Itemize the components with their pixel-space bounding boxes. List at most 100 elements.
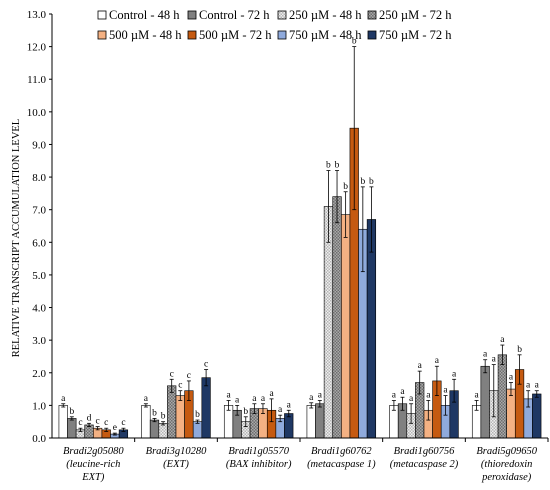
error-bar (178, 390, 183, 401)
error-bar (260, 403, 265, 414)
significance-label: a (483, 350, 488, 360)
bar-1-1 (58, 405, 68, 439)
y-axis: 0.0 1.0 2.0 3.0 4.0 5.0 6.0 7.0 8.0 9.0 10.0 11.0 12… (27, 9, 53, 445)
error-bar (317, 400, 322, 408)
error-bar (526, 390, 531, 408)
category-label: (BAX inhibitor) (226, 459, 292, 470)
error-bar (452, 378, 457, 403)
y-tick-label: 3.0 (32, 335, 46, 347)
significance-label: a (252, 394, 257, 404)
bar-1-2 (67, 418, 77, 439)
error-bar (500, 344, 505, 366)
error-bar (61, 403, 66, 408)
error-bar (226, 400, 231, 411)
error-bar (204, 369, 209, 387)
bar-4-2 (315, 403, 325, 439)
category-label: Bradi1g05570 (228, 446, 289, 457)
significance-label: a (235, 395, 240, 405)
bar-4-1 (306, 405, 316, 439)
legend-swatch-3 (277, 10, 287, 20)
error-bar (417, 370, 422, 395)
error-bar (391, 400, 396, 411)
significance-label: a (309, 393, 314, 403)
y-tick-label: 2.0 (32, 368, 46, 380)
significance-label: b (369, 177, 374, 187)
significance-label: c (96, 417, 100, 427)
error-bar (121, 427, 126, 432)
category-label: (thioredoxin (481, 459, 533, 470)
error-bar (195, 419, 200, 424)
significance-label: b (152, 408, 157, 418)
error-bar (87, 422, 92, 427)
significance-label: a (452, 369, 457, 379)
bar-4-5 (341, 214, 351, 439)
category-label: (metacaspase 2) (390, 459, 459, 470)
significance-label: c (121, 418, 125, 428)
error-bar (508, 382, 513, 397)
category-label: peroxidase) (481, 472, 532, 483)
significance-label: b (69, 407, 74, 417)
bar-2-8 (201, 377, 211, 439)
error-bar (400, 396, 405, 411)
bar-3-8 (284, 413, 294, 439)
error-bar (369, 186, 374, 253)
y-tick-label: 1.0 (32, 400, 46, 412)
error-bar (443, 395, 448, 416)
error-bar (186, 380, 191, 401)
significance-label: a (226, 390, 231, 400)
error-bar (104, 427, 109, 432)
bar-2-3 (158, 423, 168, 439)
legend-swatch-8 (367, 30, 377, 40)
legend-swatch-6 (187, 30, 197, 40)
error-bar (252, 403, 257, 414)
legend-label-3: 250 µM - 48 h (289, 8, 362, 22)
y-axis-title: RELATIVE TRANSCRIPT ACCUMULATION LEVEL (11, 119, 22, 358)
significance-label: a (409, 394, 414, 404)
significance-label: d (87, 413, 92, 423)
error-bar (352, 46, 357, 211)
bar-2-5 (175, 395, 185, 439)
error-bar (169, 378, 174, 393)
bar-6-5 (506, 388, 516, 439)
significance-label: a (500, 335, 505, 345)
significance-label: b (326, 161, 331, 171)
significance-label: a (474, 390, 479, 400)
bar-4-4 (332, 196, 342, 439)
legend-label-7: 750 µM - 48 h (289, 28, 362, 42)
y-tick-label: 0.0 (32, 433, 46, 445)
bar-6-2 (480, 365, 490, 439)
legend-swatch-5 (97, 30, 107, 40)
error-bar (517, 354, 522, 385)
significance-label: b (195, 410, 200, 420)
error-bar (335, 170, 340, 224)
y-tick-label: 6.0 (32, 237, 46, 249)
category-label: Bradi1g60762 (311, 446, 372, 457)
category-label: Bradi2g05080 (63, 446, 124, 457)
significance-label: a (492, 355, 497, 365)
error-bar (426, 400, 431, 421)
significance-label: b (335, 161, 340, 171)
legend-label-1: Control - 48 h (109, 8, 180, 22)
y-tick-label: 5.0 (32, 270, 46, 282)
error-bar (491, 364, 496, 418)
error-bar (534, 390, 539, 398)
significance-label: c (187, 371, 191, 381)
error-bar (95, 426, 100, 431)
error-bar (112, 432, 117, 436)
legend-label-4: 250 µM - 72 h (379, 8, 452, 22)
y-tick-label: 9.0 (32, 139, 46, 151)
significance-label: e (113, 423, 117, 433)
error-bar (243, 416, 248, 427)
bar-2-7 (192, 421, 203, 439)
category-label: (EXT) (163, 459, 189, 470)
error-bar (143, 403, 148, 408)
y-tick-label: 11.0 (27, 74, 46, 86)
significance-label: c (104, 418, 108, 428)
significance-label: a (61, 394, 66, 404)
legend-label-6: 500 µM - 72 h (199, 28, 272, 42)
significance-label: a (278, 405, 283, 415)
error-bar (152, 418, 157, 423)
